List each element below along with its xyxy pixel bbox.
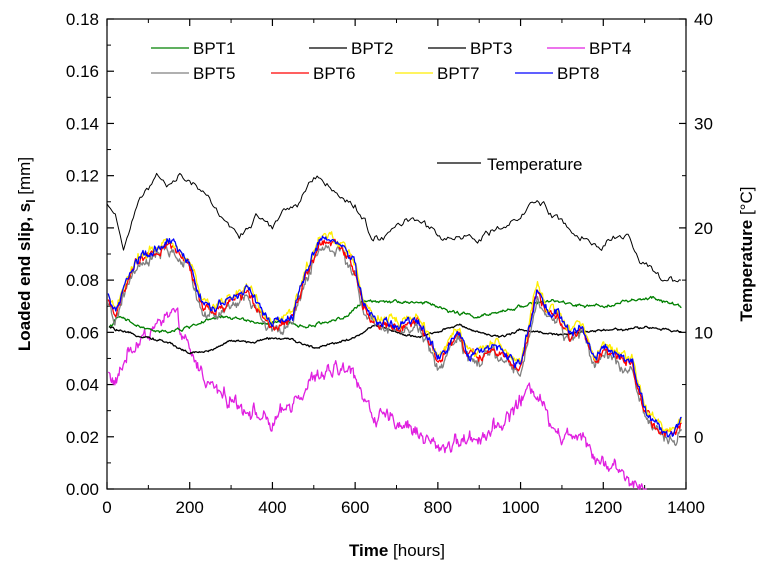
x-axis-title-main: Time: [349, 541, 388, 560]
y-left-title-sub: l: [24, 199, 38, 202]
series-line-temperature: [106, 172, 682, 283]
y-right-title-main: Temperature: [737, 220, 756, 322]
legend: BPT1 BPT2 BPT3 BPT4 BPT5 BPT6 BPT7 BPT8 Temperat…: [151, 39, 632, 174]
y-left-tick-label: 0.18: [66, 10, 99, 29]
x-tick-label: 1400: [667, 498, 705, 517]
x-tick-label: 1000: [502, 498, 540, 517]
y-right-tick-label: 40: [694, 10, 713, 29]
y-left-tick-label: 0.04: [66, 376, 99, 395]
y-left-tick-label: 0.02: [66, 428, 99, 447]
y-right-title-unit: [°C]: [737, 187, 756, 220]
y-left-tick-label: 0.14: [66, 114, 99, 133]
y-left-tick-label: 0.12: [66, 167, 99, 186]
legend-label-bpt5: BPT5: [193, 64, 236, 83]
legend-label-bpt2: BPT2: [351, 39, 394, 58]
x-tick-label: 1200: [584, 498, 622, 517]
axis-ticks: 0 200 400 600 800 1000 1200 14000.000.020.040.0…: [66, 10, 713, 517]
x-tick-label: 0: [102, 498, 111, 517]
x-tick-label: 200: [176, 498, 204, 517]
y-left-title-unit: [mm]: [15, 157, 34, 200]
y-right-tick-label: 0: [694, 428, 703, 447]
x-tick-label: 600: [341, 498, 369, 517]
plot-area: [106, 18, 687, 490]
legend-label-temperature: Temperature: [487, 155, 582, 174]
x-axis-title: Time [hours]: [349, 541, 445, 560]
y-left-tick-label: 0.00: [66, 480, 99, 499]
x-axis-title-unit: [hours]: [388, 541, 445, 560]
y-left-tick-label: 0.06: [66, 323, 99, 342]
legend-label-bpt1: BPT1: [193, 39, 236, 58]
y-axis-left-title: Loaded end slip, sl [mm]: [15, 157, 38, 351]
y-left-tick-label: 0.16: [66, 62, 99, 81]
series-line-bpt2: [108, 323, 682, 355]
legend-label-bpt4: BPT4: [589, 39, 632, 58]
legend-label-bpt8: BPT8: [557, 64, 600, 83]
series-line-bpt8: [107, 235, 682, 438]
legend-label-bpt7: BPT7: [437, 64, 480, 83]
x-tick-label: 400: [258, 498, 286, 517]
y-right-tick-label: 10: [694, 323, 713, 342]
series-lines: [106, 172, 683, 490]
legend-label-bpt6: BPT6: [313, 64, 356, 83]
series-line-bpt1: [108, 295, 682, 334]
series-line-bpt7: [107, 231, 683, 433]
y-axis-right-title: Temperature [°C]: [737, 187, 756, 322]
y-left-title-main: Loaded end slip, s: [15, 203, 34, 351]
x-tick-label: 800: [424, 498, 452, 517]
y-left-tick-label: 0.10: [66, 219, 99, 238]
series-line-bpt4: [107, 307, 647, 490]
legend-label-bpt3: BPT3: [470, 39, 513, 58]
y-left-tick-label: 0.08: [66, 271, 99, 290]
y-right-tick-label: 30: [694, 114, 713, 133]
y-right-tick-label: 20: [694, 219, 713, 238]
